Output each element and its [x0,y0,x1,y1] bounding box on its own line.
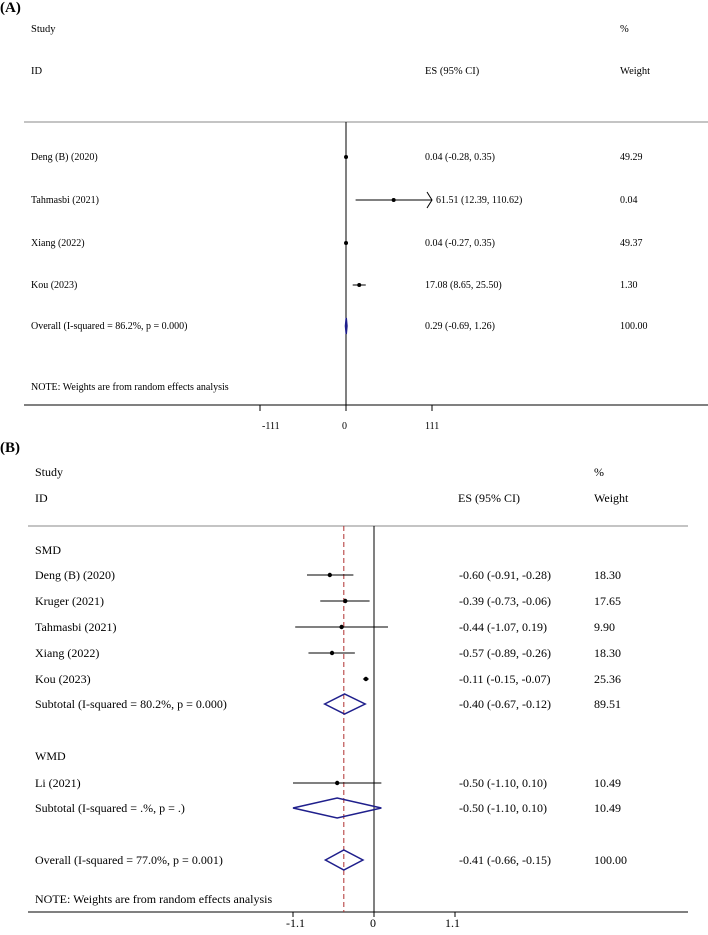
point-estimate [357,283,362,287]
header-study: Study [35,465,64,479]
subtotal-es-label: -0.40 (-0.67, -0.12) [459,697,551,711]
group-label-smd: SMD [35,543,62,557]
es-label: -0.60 (-0.91, -0.28) [459,568,551,582]
es-label: 17.08 (8.65, 25.50) [425,280,502,291]
x-tick-label: 0 [342,421,347,432]
header-pct: % [594,465,604,479]
point-estimate [344,155,349,159]
study-label: Tahmasbi (2021) [35,620,117,634]
overall-es-label: -0.41 (-0.66, -0.15) [459,853,551,867]
study-label: Xiang (2022) [31,238,85,249]
subtotal-es-label: -0.50 (-1.10, 0.10) [459,801,547,815]
study-label: Tahmasbi (2021) [31,195,99,206]
subtotal-label: Subtotal (I-squared = 80.2%, p = 0.000) [35,697,227,711]
es-label: -0.50 (-1.10, 0.10) [459,776,547,790]
es-label: -0.39 (-0.73, -0.06) [459,594,551,608]
es-label: -0.44 (-1.07, 0.19) [459,620,547,634]
header-study: Study [31,24,56,35]
ci-arrow [426,191,433,209]
overall-weight-label: 100.00 [594,853,627,867]
point-estimate [329,650,335,656]
study-label: Deng (B) (2020) [35,568,115,582]
weight-label: 0.04 [620,195,638,206]
point-estimate [327,572,333,578]
panel-a: (A) Study % ID ES (95% CI) Weight Deng (… [0,0,708,440]
note-text: NOTE: Weights are from random effects an… [31,382,229,393]
overall-label: Overall (I-squared = 77.0%, p = 0.001) [35,853,223,867]
header-id: ID [31,66,43,77]
weight-label: 10.49 [594,776,621,790]
es-label: -0.11 (-0.15, -0.07) [459,672,551,686]
study-label: Kou (2023) [31,280,78,291]
x-tick-label: 111 [425,421,440,432]
weight-label: 9.90 [594,620,615,634]
es-label: 0.04 (-0.27, 0.35) [425,238,495,249]
study-label: Li (2021) [35,776,81,790]
point-estimate [339,624,344,630]
study-label: Kou (2023) [35,672,91,686]
weight-label: 18.30 [594,646,621,660]
weight-label: 25.36 [594,672,621,686]
header-pct: % [620,24,629,35]
study-label: Kruger (2021) [35,594,104,608]
overall-es-label: 0.29 (-0.69, 1.26) [425,321,495,332]
point-estimate [391,198,396,202]
point-estimate [343,598,348,604]
subtotal-weight-label: 89.51 [594,697,621,711]
x-tick-label: 1.1 [445,916,460,930]
panel-b: (B) Study % ID ES (95% CI) Weight SMD De… [0,440,708,935]
overall-label: Overall (I-squared = 86.2%, p = 0.000) [31,321,188,332]
overall-weight-label: 100.00 [620,321,648,332]
x-tick-label: 0 [370,916,376,930]
note-text: NOTE: Weights are from random effects an… [35,892,273,906]
point-estimate [363,676,369,682]
point-estimate [334,780,340,786]
subtotal-diamond [322,693,367,715]
forest-plot-a [24,121,708,411]
header-weight: Weight [594,491,629,505]
study-label: Deng (B) (2020) [31,152,98,163]
x-tick-label: -111 [262,421,280,432]
es-label: 0.04 (-0.28, 0.35) [425,152,495,163]
header-es: ES (95% CI) [425,66,480,77]
x-tick-label: -1.1 [286,916,305,930]
weight-label: 17.65 [594,594,621,608]
forest-plot-b [28,525,688,917]
panel-b-label: (B) [0,440,20,456]
header-es: ES (95% CI) [458,491,520,505]
weight-label: 49.37 [620,238,643,249]
subtotal-diamond [292,797,382,819]
subtotal-weight-label: 10.49 [594,801,621,815]
overall-diamond [344,317,348,335]
weight-label: 1.30 [620,280,638,291]
subtotal-label: Subtotal (I-squared = .%, p = .) [35,801,185,815]
weight-label: 18.30 [594,568,621,582]
es-label: -0.57 (-0.89, -0.26) [459,646,551,660]
study-label: Xiang (2022) [35,646,100,660]
header-weight: Weight [620,66,651,77]
panel-a-label: (A) [0,0,21,16]
point-estimate [344,241,349,245]
header-id: ID [35,491,48,505]
overall-diamond [323,849,365,871]
es-label: 61.51 (12.39, 110.62) [436,195,523,206]
group-label-wmd: WMD [35,749,66,763]
weight-label: 49.29 [620,152,643,163]
